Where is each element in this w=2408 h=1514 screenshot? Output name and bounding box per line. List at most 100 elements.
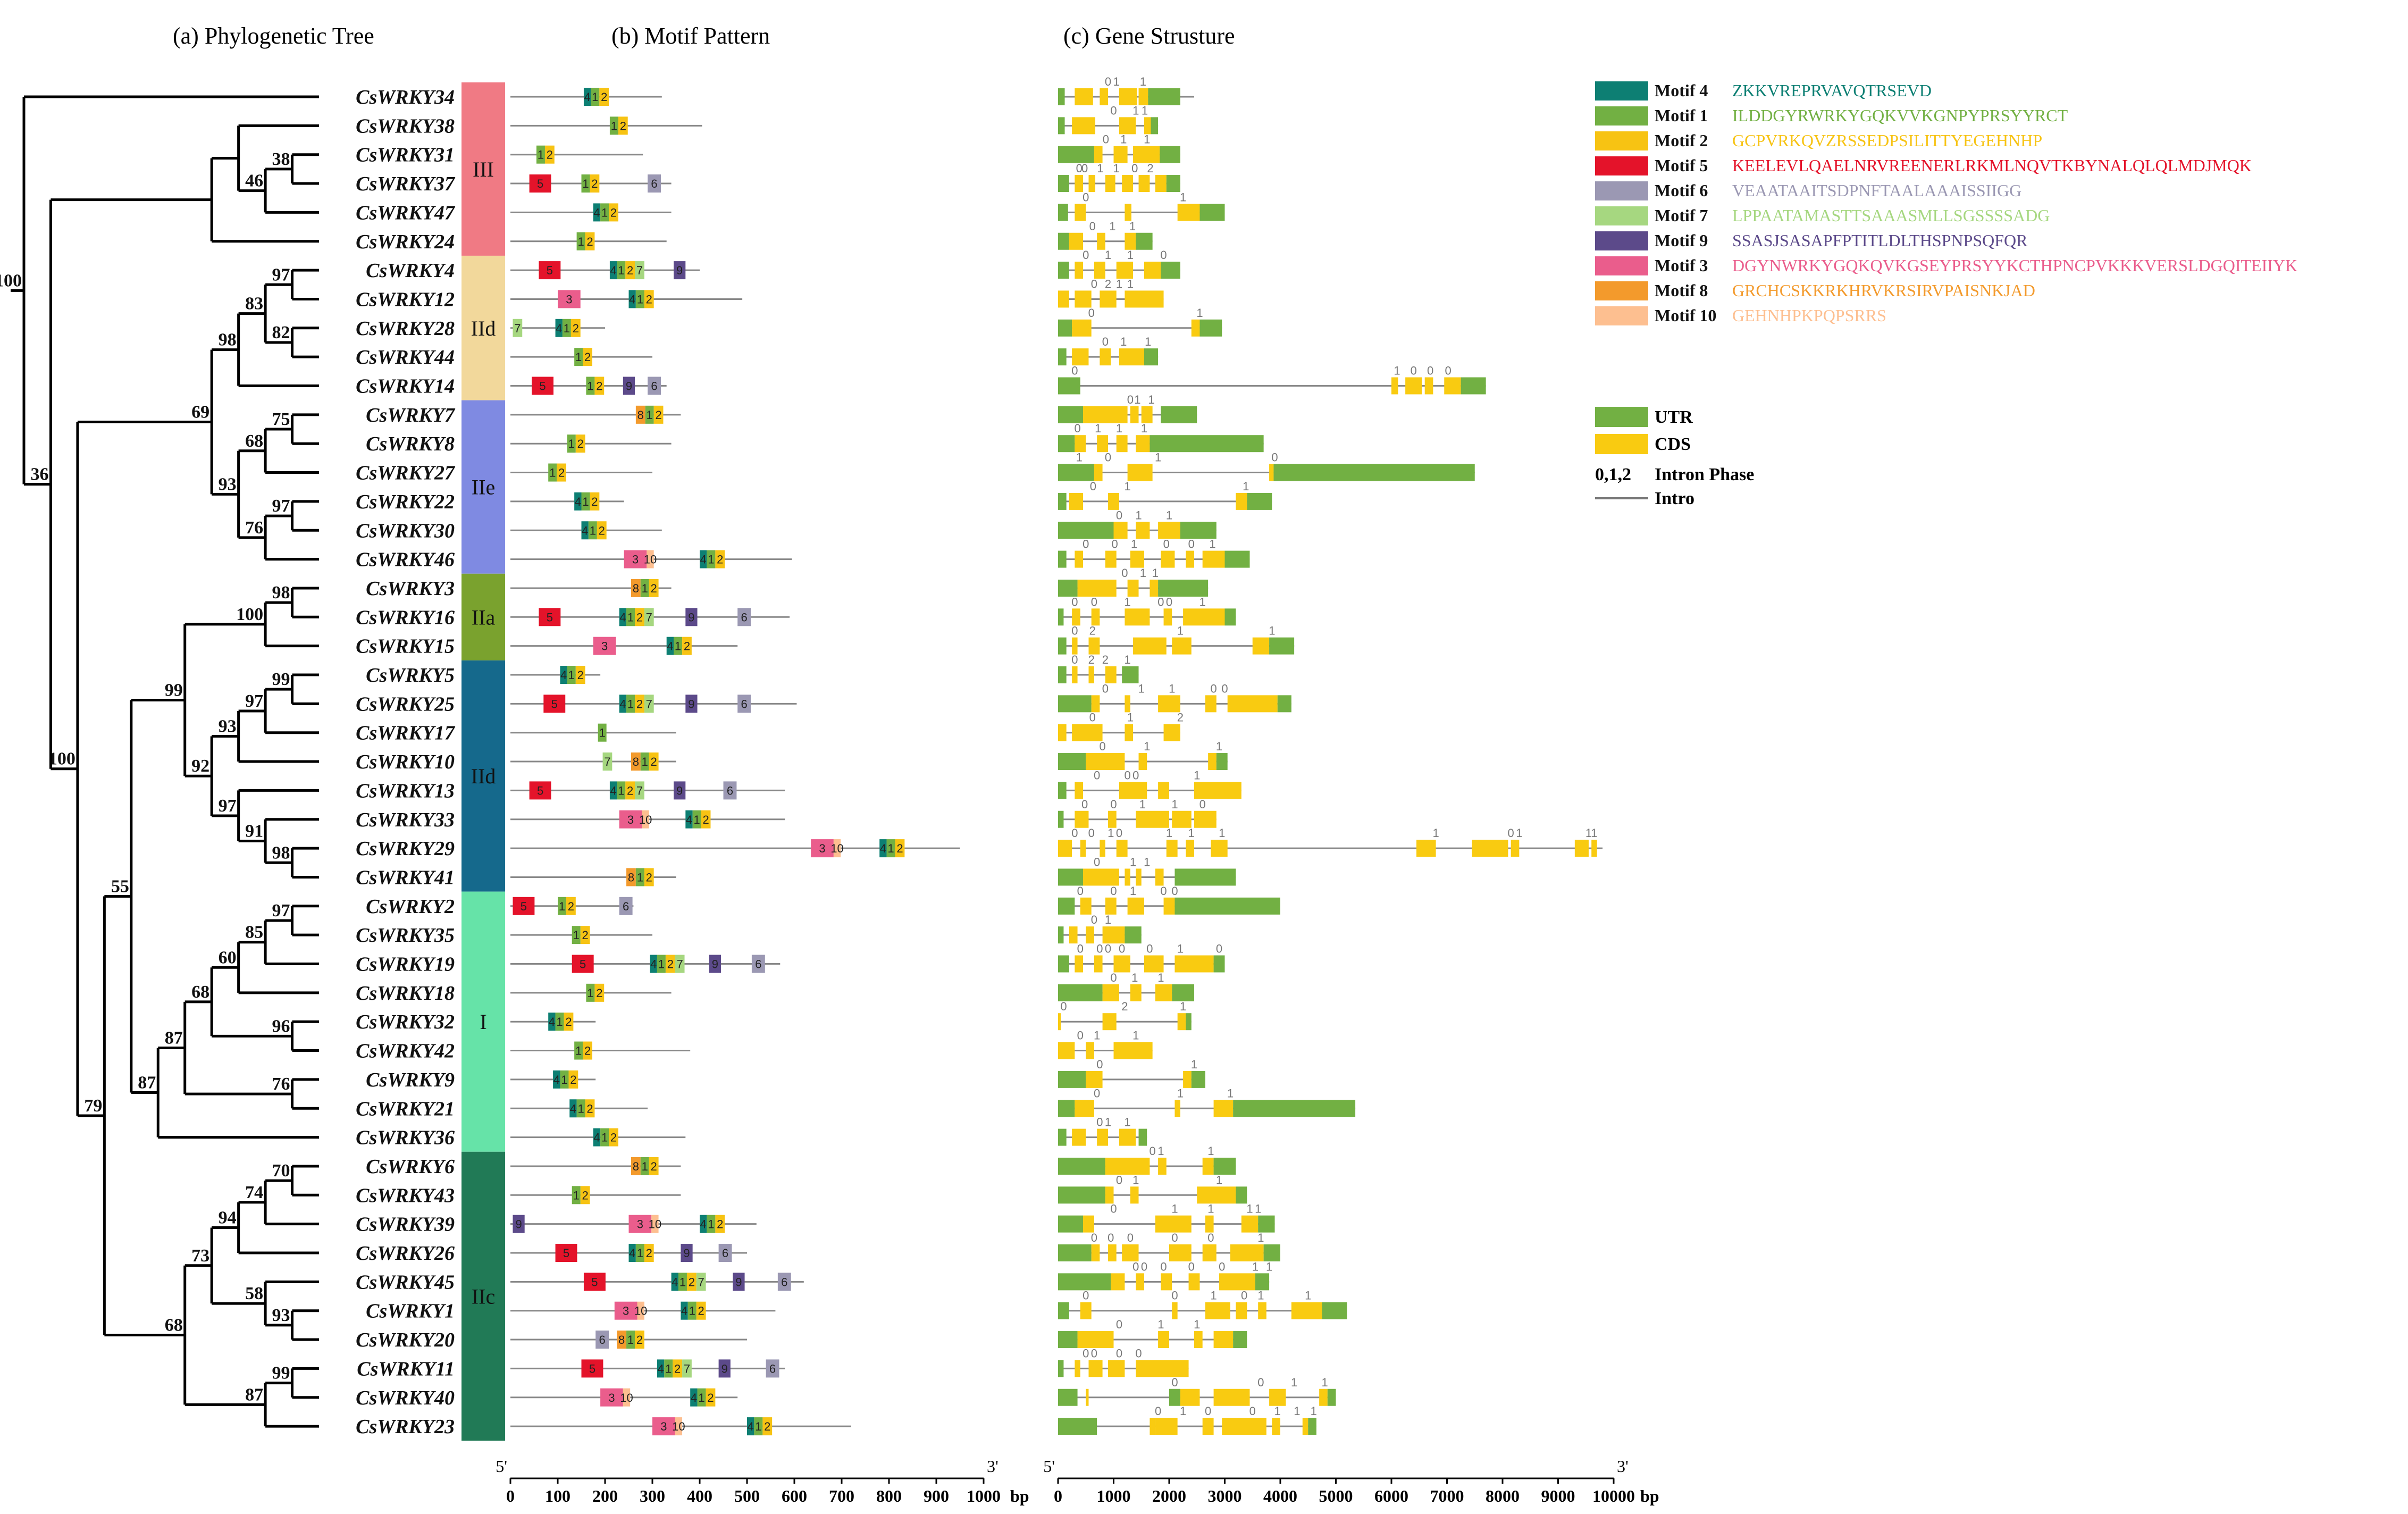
- cds-block: [1069, 492, 1084, 510]
- intron-phase-label: 0: [1127, 393, 1134, 406]
- intron-phase-label: 0: [1132, 768, 1139, 782]
- bootstrap-n32_42: 96: [272, 1016, 290, 1036]
- cds-block: [1125, 868, 1130, 886]
- subgroup-label-4: IId: [471, 764, 496, 788]
- intron-phase-label: 0: [1090, 480, 1096, 493]
- cds-block: [1138, 88, 1148, 105]
- legend-intron-label: Intro: [1655, 489, 1694, 508]
- motif-box-5: [529, 174, 551, 193]
- intron-phase-label: 0: [1083, 1289, 1089, 1302]
- cds-block: [1086, 1042, 1094, 1059]
- subgroup-label-3: IIa: [472, 605, 496, 629]
- cds-block: [1088, 175, 1096, 193]
- motif-box-label: 4: [619, 697, 626, 710]
- motif-box-label: 1: [755, 1420, 761, 1433]
- motif-box-4: [681, 1301, 688, 1320]
- legend-swatch-motif-4: [1595, 81, 1648, 101]
- intron-phase-label: 1: [1585, 826, 1592, 840]
- bootstrap-n4_44: 83: [245, 294, 263, 314]
- intron-phase-label: 0: [1102, 335, 1109, 348]
- motif-box-label: 2: [707, 1391, 714, 1404]
- cds-block: [1091, 695, 1100, 713]
- intron-phase-label: 0: [1116, 1318, 1122, 1331]
- motif-box-label: 3: [819, 842, 825, 855]
- intron-phase-label: 0: [1083, 538, 1089, 551]
- intron-phase-label: 0: [1071, 364, 1078, 378]
- motif-box-1: [678, 1273, 687, 1291]
- intron-phase-label: 1: [1125, 595, 1131, 608]
- cds-block: [1077, 1331, 1114, 1349]
- intron-phase-label: 1: [1216, 740, 1222, 753]
- legend-utr-label: UTR: [1655, 407, 1693, 427]
- intron-phase-label: 0: [1077, 884, 1084, 898]
- motif-box-7: [602, 752, 613, 771]
- motif-box-label: 2: [586, 235, 593, 248]
- motif-box-2: [599, 88, 609, 106]
- cds-block: [1119, 117, 1136, 135]
- motif-box-7: [644, 695, 654, 713]
- cds-block: [1119, 348, 1144, 366]
- gene-name-cswrky2: CsWRKY2: [366, 896, 455, 918]
- utr-block: [1058, 262, 1069, 279]
- utr-block: [1186, 1013, 1192, 1031]
- motif-box-label: 1: [582, 177, 589, 190]
- cds-block: [1116, 262, 1134, 279]
- cds-block: [1133, 637, 1167, 655]
- panel-title-a: (a) Phylogenetic Tree: [173, 23, 374, 49]
- motif-box-label: 2: [764, 1420, 770, 1433]
- motif-box-4: [700, 550, 707, 568]
- motif-box-2: [594, 983, 605, 1002]
- motif-box-label: 4: [584, 90, 591, 104]
- gene-structure-panel: 0 1 10 1 10 1 100 1 1 0 20 10 1 10 1 1 00 2 1 10 10 1 10 1 0 0 00 1…: [1058, 75, 1603, 1435]
- legend-motif-seq: SSASJSASAPFPTITLDLTHSPNPSQFQR: [1732, 231, 2028, 250]
- motif-box-4: [650, 955, 657, 973]
- motif-box-label: 2: [651, 1160, 657, 1173]
- intron-phase-label: 1: [1138, 682, 1145, 695]
- motif-box-label: 4: [880, 842, 886, 855]
- cds-block: [1075, 810, 1089, 828]
- bootstrap-n13_41: 97: [219, 796, 237, 816]
- bootstrap-n2_19: 85: [245, 923, 263, 942]
- motif-box-2: [583, 1041, 592, 1060]
- gene-name-cswrky37: CsWRKY37: [356, 173, 456, 195]
- motif-box-2: [635, 695, 644, 713]
- motif-box-label: 4: [610, 784, 616, 797]
- cds-block: [1177, 204, 1200, 221]
- cds-block: [1122, 175, 1134, 193]
- motif-box-label: 6: [741, 610, 748, 624]
- motif-box-6: [648, 377, 661, 395]
- gene-axis-tick-label: 5000: [1319, 1486, 1353, 1505]
- intron-phase-label: 1: [1169, 682, 1175, 695]
- intron-phase-label: 1: [1191, 1058, 1197, 1071]
- motif-box-4: [574, 492, 582, 511]
- cds-block: [1088, 637, 1100, 655]
- cds-block: [1091, 608, 1100, 626]
- motif-box-label: 3: [632, 553, 639, 566]
- motif-box-2: [590, 492, 600, 511]
- motif-box-1: [640, 752, 649, 771]
- gene-name-cswrky26: CsWRKY26: [356, 1242, 455, 1265]
- motif-box-6: [723, 781, 737, 800]
- motif-box-4: [609, 261, 617, 280]
- legend-motif-seq: LPPAATAMASTTSAAASMLLSGSSSSADG: [1732, 206, 2050, 225]
- cds-block: [1213, 1331, 1234, 1349]
- motif-box-1: [548, 463, 557, 482]
- cds-block: [1158, 522, 1180, 539]
- gene-name-cswrky4: CsWRKY4: [366, 260, 455, 282]
- motif-axis-tick-label: 300: [640, 1486, 665, 1505]
- cds-block: [1072, 724, 1103, 741]
- motif-box-label: 4: [629, 1247, 635, 1260]
- cds-block: [1236, 492, 1247, 510]
- intron-phase-label: 0: [1171, 1231, 1178, 1244]
- intron-phase-label: 0: [1210, 682, 1216, 695]
- motif-box-7: [513, 319, 523, 337]
- cds-block: [1133, 146, 1160, 163]
- motif-box-label: 2: [896, 842, 903, 855]
- subgroup-label-0: III: [473, 157, 494, 181]
- intron-phase-label: 1: [1140, 566, 1146, 580]
- motif-box-1: [640, 579, 649, 597]
- intron-phase-label: 1: [1127, 711, 1134, 724]
- motif-box-4: [628, 290, 636, 308]
- intron-phase-label: 0: [1241, 1289, 1247, 1302]
- cds-block: [1102, 926, 1125, 944]
